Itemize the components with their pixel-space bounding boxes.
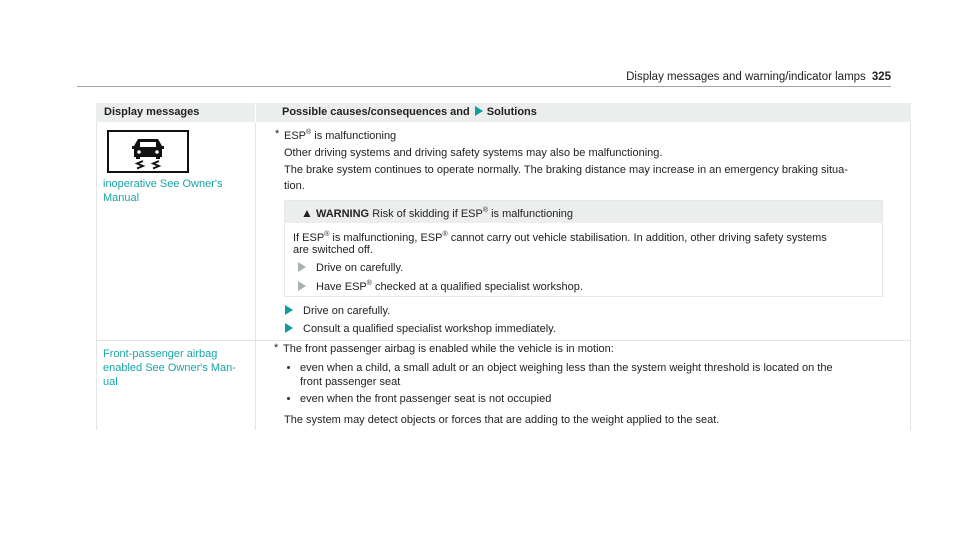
message-line: ual [103,376,118,388]
col-header-causes: Possible causes/consequences and Solutio… [256,103,911,122]
message-line: inoperative See Owner's [103,178,223,190]
note-text: The system may detect objects or forces … [284,414,720,426]
arrow-icon [285,305,293,315]
warning-text: If ESP® is malfunctioning, ESP® cannot c… [293,231,827,244]
message-line: Manual [103,192,140,204]
message-line: enabled See Owner's Man- [103,362,236,374]
message-esp-inoperative[interactable]: inoperative See Owner's Manual [103,177,223,205]
warning-text: are switched off. [293,244,373,256]
step-text: Drive on carefully. [316,262,404,274]
cause-text: ESP® is malfunctioning [284,129,397,142]
arrow-icon [298,281,306,291]
header-rule [77,86,891,87]
col-header-display-messages: Display messages [96,103,255,122]
header-title: Display messages and warning/indicator l… [626,71,866,83]
row-divider [96,340,911,341]
arrow-icon [474,106,483,116]
warning-box: ▲ WARNING Risk of skidding if ESP® is ma… [284,200,883,297]
message-line: Front-passenger airbag [103,348,218,360]
col2-header-text: Possible causes/consequences and [282,106,470,118]
step-text: Consult a qualified specialist workshop … [303,323,556,335]
warning-title-text: Risk of skidding if ESP® is malfunctioni… [372,207,574,220]
running-header: Display messages and warning/indicator l… [626,71,891,83]
esp-skid-car-icon [107,130,189,173]
cause-line: Other driving systems and driving safety… [284,147,663,159]
warning-triangle-icon: ▲ [301,206,313,220]
bullet-icon [287,366,290,369]
warning-header [285,201,882,223]
arrow-icon [285,323,293,333]
bullet-item: even when a child, a small adult or an o… [287,361,833,389]
solution-step: Consult a qualified specialist workshop … [285,323,556,335]
bullet-text: even when the front passenger seat is no… [300,393,552,405]
cause-line: The brake system continues to operate no… [284,164,848,176]
cause-text: The front passenger airbag is enabled wh… [283,343,614,355]
page-number: 325 [871,71,891,83]
table-right-border [910,122,911,430]
asterisk: * [274,342,279,354]
bullet-text: even when a child, a small adult or an o… [300,362,833,374]
warning-step: Have ESP® checked at a qualified special… [298,280,583,293]
bullet-icon [287,397,290,400]
step-text: Drive on carefully. [303,305,391,317]
cause-line: tion. [284,180,305,192]
warning-label: WARNING [315,208,370,220]
warning-step: Drive on carefully. [298,262,403,274]
column-divider [255,122,256,430]
arrow-icon [298,262,306,272]
table-left-border [96,122,97,430]
warning-title: ▲ WARNING Risk of skidding if ESP® is ma… [301,206,573,220]
col2-header-suffix: Solutions [486,106,537,118]
solution-step: Drive on carefully. [285,305,390,317]
step-text: Have ESP® checked at a qualified special… [316,280,583,293]
bullet-item: even when the front passenger seat is no… [287,393,551,405]
asterisk: * [275,128,280,140]
message-front-passenger-airbag[interactable]: Front-passenger airbag enabled See Owner'… [103,347,236,389]
bullet-text: front passenger seat [300,376,401,388]
